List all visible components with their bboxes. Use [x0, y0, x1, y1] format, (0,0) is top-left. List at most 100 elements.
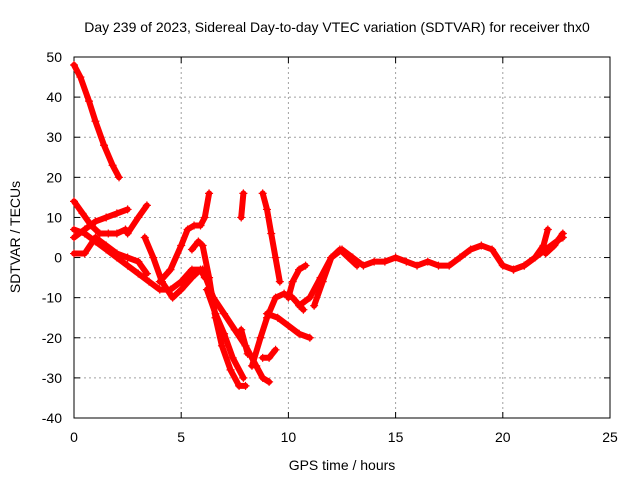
- chart-title: Day 239 of 2023, Sidereal Day-to-day VTE…: [84, 19, 590, 35]
- series-s1: [70, 61, 124, 182]
- data-point-marker: [247, 361, 256, 370]
- data-point-marker: [102, 245, 111, 254]
- series-s12: [237, 325, 252, 358]
- data-point-marker: [262, 205, 271, 214]
- data-point-marker: [543, 225, 552, 234]
- x-tick-label: 25: [602, 429, 618, 445]
- series-s22: [541, 229, 567, 258]
- data-point-marker: [95, 229, 104, 238]
- series-line: [156, 190, 213, 285]
- y-tick-label: 10: [46, 209, 62, 225]
- x-tick-label: 20: [495, 429, 511, 445]
- data-point-marker: [258, 189, 267, 198]
- x-axis-label: GPS time / hours: [289, 457, 396, 473]
- data-point-marker: [123, 253, 132, 262]
- x-tick-label: 5: [177, 429, 185, 445]
- series-line: [141, 234, 208, 301]
- data-point-marker: [108, 161, 117, 170]
- data-point-marker: [550, 241, 559, 250]
- data-point-marker: [123, 261, 132, 270]
- series-line: [238, 190, 247, 221]
- data-point-marker: [177, 285, 186, 294]
- data-point-marker: [70, 61, 78, 70]
- series-s14: [258, 189, 284, 286]
- data-point-marker: [205, 189, 214, 198]
- data-series: [70, 61, 567, 390]
- data-point-marker: [477, 241, 486, 250]
- data-point-marker: [196, 221, 205, 230]
- data-point-marker: [295, 265, 304, 274]
- y-tick-label: 30: [46, 129, 62, 145]
- data-point-marker: [76, 73, 85, 82]
- data-point-marker: [70, 197, 78, 206]
- y-tick-label: 40: [46, 89, 62, 105]
- data-point-marker: [488, 245, 497, 254]
- data-point-marker: [134, 213, 143, 222]
- data-point-marker: [145, 277, 154, 286]
- series-line: [285, 262, 309, 301]
- data-point-marker: [295, 329, 304, 338]
- data-point-marker: [226, 365, 235, 374]
- data-point-marker: [558, 229, 567, 238]
- data-point-marker: [155, 285, 164, 294]
- data-point-marker: [70, 249, 78, 258]
- data-point-marker: [239, 189, 248, 198]
- data-point-marker: [455, 253, 464, 262]
- data-point-marker: [187, 245, 196, 254]
- data-point-marker: [104, 229, 113, 238]
- data-point-marker: [70, 233, 78, 242]
- data-point-marker: [217, 341, 226, 350]
- data-point-marker: [265, 353, 274, 362]
- data-point-marker: [112, 229, 121, 238]
- plot-frame: [73, 56, 611, 419]
- data-point-marker: [434, 261, 443, 270]
- data-point-marker: [140, 233, 149, 242]
- data-point-marker: [262, 309, 271, 318]
- data-point-marker: [380, 257, 389, 266]
- series-line: [510, 226, 551, 273]
- y-tick-label: -20: [42, 330, 62, 346]
- data-point-marker: [288, 277, 297, 286]
- data-point-marker: [220, 329, 229, 338]
- y-axis-label: SDTVAR / TECUs: [7, 181, 23, 293]
- data-point-marker: [168, 293, 177, 302]
- data-point-marker: [123, 205, 132, 214]
- data-point-marker: [299, 305, 308, 314]
- data-point-marker: [267, 229, 276, 238]
- data-point-marker: [155, 277, 164, 286]
- data-point-marker: [301, 261, 310, 270]
- series-s21: [509, 225, 552, 274]
- y-tick-label: 0: [54, 250, 62, 266]
- series-s13: [237, 189, 248, 222]
- data-point-marker: [123, 229, 132, 238]
- data-point-marker: [200, 213, 209, 222]
- data-point-marker: [91, 117, 100, 126]
- data-point-marker: [228, 353, 237, 362]
- data-point-marker: [509, 265, 518, 274]
- grid: [74, 57, 610, 418]
- x-tick-label: 0: [70, 429, 78, 445]
- y-tick-label: -30: [42, 370, 62, 386]
- series-s17: [262, 309, 314, 342]
- data-point-marker: [187, 265, 196, 274]
- data-point-marker: [177, 277, 186, 286]
- y-tick-label: 50: [46, 49, 62, 65]
- data-point-marker: [198, 265, 207, 274]
- x-tick-label: 15: [388, 429, 404, 445]
- data-point-marker: [239, 373, 248, 382]
- y-tick-label: 20: [46, 169, 62, 185]
- data-point-marker: [237, 325, 246, 334]
- series-line: [311, 246, 360, 309]
- data-point-marker: [194, 237, 203, 246]
- data-point-marker: [445, 261, 454, 270]
- data-point-marker: [91, 237, 100, 246]
- data-point-marker: [198, 241, 207, 250]
- data-point-marker: [466, 245, 475, 254]
- data-point-marker: [115, 173, 124, 182]
- data-point-marker: [541, 249, 550, 258]
- data-point-marker: [539, 241, 548, 250]
- data-point-marker: [284, 321, 293, 330]
- series-s16: [258, 345, 280, 362]
- data-point-marker: [344, 253, 353, 262]
- data-point-marker: [142, 269, 151, 278]
